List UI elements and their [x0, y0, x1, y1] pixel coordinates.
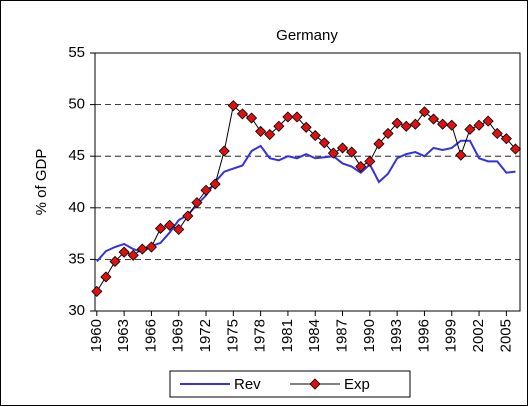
legend-marker: [309, 378, 321, 390]
x-tick-label: 1960: [88, 319, 105, 352]
y-tick-label: 35: [68, 250, 85, 267]
y-axis-label: % of GDP: [33, 149, 50, 216]
data-point: [218, 145, 230, 157]
y-tick-label: 55: [68, 44, 85, 61]
data-point: [464, 123, 476, 135]
data-point: [364, 155, 376, 167]
y-tick-label: 30: [68, 302, 85, 319]
data-point: [118, 246, 130, 258]
x-tick-label: 2005: [497, 319, 514, 352]
data-point: [482, 115, 494, 127]
data-point: [409, 118, 421, 130]
data-point: [173, 223, 185, 236]
data-point: [282, 111, 294, 123]
data-point: [346, 146, 358, 158]
x-tick-label: 1972: [197, 319, 214, 352]
x-tick-label: 1981: [279, 319, 296, 352]
x-tick-label: 1993: [388, 319, 405, 352]
x-tick-label: 1987: [334, 319, 351, 352]
x-tick-label: 1978: [252, 319, 269, 352]
y-tick-label: 50: [68, 96, 85, 113]
data-point: [318, 137, 330, 149]
data-point: [373, 138, 385, 150]
data-point: [391, 117, 403, 129]
data-point: [100, 271, 112, 283]
data-point: [273, 120, 285, 132]
x-tick-label: 1984: [306, 319, 323, 352]
data-point: [437, 118, 449, 130]
data-point: [164, 219, 176, 231]
data-point: [182, 210, 194, 222]
x-tick-label: 1963: [115, 319, 132, 352]
x-tick-label: 1975: [224, 319, 241, 352]
data-point: [264, 128, 276, 141]
data-point: [236, 108, 248, 120]
x-tick-label: 1969: [170, 319, 187, 352]
x-tick-label: 2002: [470, 319, 487, 352]
data-point: [127, 249, 139, 261]
data-point: [154, 222, 167, 235]
legend-label: Exp: [344, 376, 370, 393]
y-tick-label: 40: [68, 199, 85, 216]
data-point: [227, 100, 239, 112]
data-point: [109, 255, 121, 268]
data-point: [255, 125, 267, 137]
data-point: [191, 197, 203, 209]
data-point: [327, 147, 340, 159]
data-point: [309, 129, 321, 142]
data-point: [382, 127, 394, 140]
x-tick-label: 1999: [443, 319, 460, 352]
data-point: [300, 121, 312, 133]
y-tick-label: 45: [68, 147, 85, 164]
data-point: [291, 111, 303, 123]
data-point: [400, 120, 412, 132]
data-point: [455, 149, 467, 161]
data-point: [509, 143, 522, 155]
data-point: [491, 127, 503, 140]
data-point: [418, 106, 431, 118]
data-point: [245, 112, 258, 124]
x-tick-label: 1990: [361, 319, 378, 352]
series-line: [96, 139, 516, 263]
x-tick-label: 1996: [415, 319, 432, 352]
data-point: [136, 243, 148, 255]
data-point: [427, 113, 440, 125]
chart-title: Germany: [276, 27, 338, 44]
data-point: [355, 160, 367, 173]
legend-label: Rev: [234, 376, 261, 393]
data-point: [91, 285, 103, 297]
data-point: [145, 241, 157, 253]
x-tick-label: 1966: [142, 319, 159, 352]
plot-area: [94, 52, 521, 312]
data-point: [336, 142, 349, 154]
data-point: [446, 119, 458, 131]
data-point: [500, 133, 512, 145]
data-point: [209, 178, 221, 190]
data-point: [473, 119, 485, 131]
data-point: [200, 184, 212, 196]
